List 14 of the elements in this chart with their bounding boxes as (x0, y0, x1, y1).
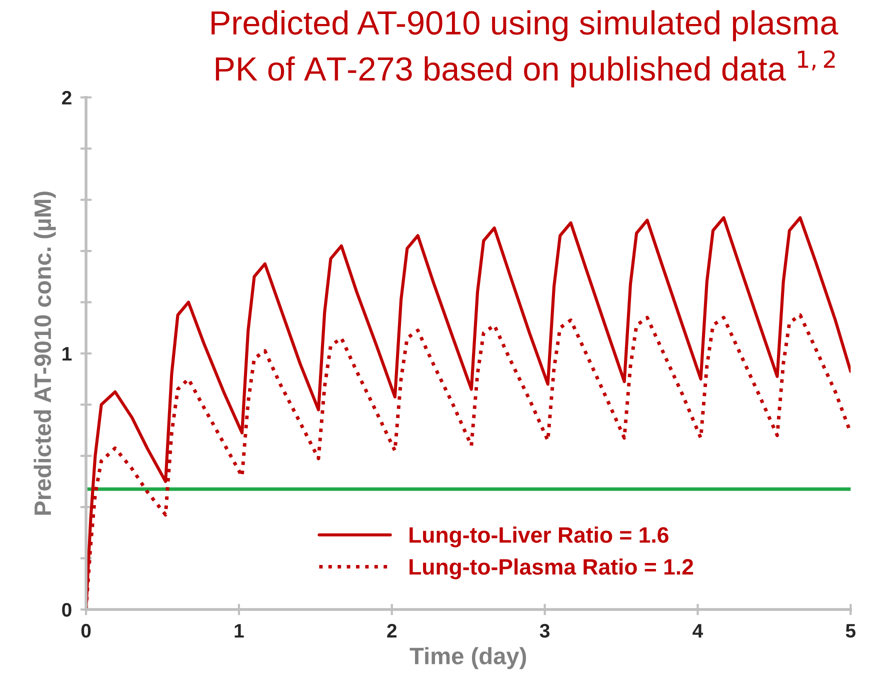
legend-label: Lung-to-Plasma Ratio = 1.2 (410, 558, 694, 580)
x-axis-title: Time (day) (410, 647, 526, 670)
x-tick-label: 1 (234, 624, 244, 638)
x-tick-label: 5 (846, 624, 856, 638)
legend-label: Lung-to-Liver Ratio = 1.6 (410, 526, 668, 548)
y-tick-label: 1 (62, 347, 72, 360)
x-tick-label: 2 (387, 624, 397, 638)
chart-title: Predicted AT-9010 using simulated plasma PK of AT-273 based on published data $^{1,2}$ (212, 10, 838, 88)
x-tick-label: 3 (540, 624, 550, 638)
x-tick-label: 4 (692, 624, 704, 638)
y-axis-title: Predicted AT-9010 conc. (µM) (34, 192, 56, 515)
y-tick-label: 2 (62, 90, 72, 104)
x-tick-label: 0 (81, 624, 91, 638)
y-tick-label: 0 (62, 602, 72, 617)
